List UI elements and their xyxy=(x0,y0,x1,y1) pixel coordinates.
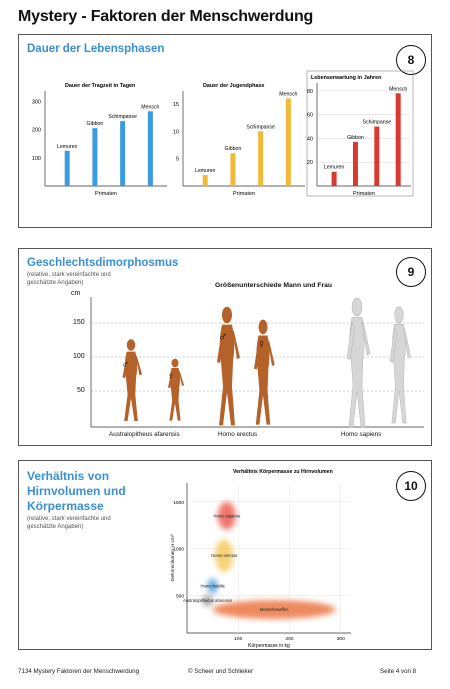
unit-label: cm xyxy=(71,290,81,297)
bar-label: Gibbon xyxy=(347,135,364,141)
tick-100: 100 xyxy=(73,353,85,360)
sapiens-figures xyxy=(346,297,412,428)
card-10-note: (relative, stark vereinfachte und geschä… xyxy=(27,516,111,530)
bar-label: Mensch xyxy=(279,91,297,97)
bar-gibbon xyxy=(352,142,358,186)
bar-label: Schimpanse xyxy=(246,124,275,130)
card-9-title: Geschlechtsdimorphosmus xyxy=(27,257,179,269)
bar-label: Mensch xyxy=(389,86,407,92)
y-tick-label: 60 xyxy=(307,113,313,119)
bar-label: Lemuren xyxy=(195,168,216,174)
bar-lemuren xyxy=(202,175,208,186)
footer-right: Seite 4 von 8 xyxy=(380,668,417,675)
region-australopithecus-afarensis xyxy=(202,595,213,606)
y-tick-label: 20 xyxy=(307,160,313,166)
card-10-title-line1: Verhältnis von xyxy=(27,469,110,483)
footer-center: © Scheer und Schlieker xyxy=(188,668,254,675)
x-tick-label: 200 xyxy=(285,636,293,642)
y-tick-label: 5 xyxy=(176,157,179,163)
y-tick-label: 1000 xyxy=(173,547,184,553)
bar-label: Lemuren xyxy=(324,165,345,171)
scatter-title: Verhältnis Körpermasse zu Hirnvolumen xyxy=(233,469,333,475)
region-homo-sapiens xyxy=(217,501,236,530)
card-9-note: (relative, stark vereinfachte und geschä… xyxy=(27,272,111,286)
species-label-erectus: Homo erectus xyxy=(218,431,258,438)
bar-mensch xyxy=(395,93,401,186)
x-axis-label: Primaten xyxy=(233,191,255,197)
chart-title: Dauer der Tragzeit in Tagen xyxy=(65,83,135,89)
species-label-sapiens: Homo sapiens xyxy=(341,431,382,438)
region-label-menschenaffen: Menschenaffen xyxy=(260,607,289,612)
bar-chart-1: Dauer der Tragzeit in Tagen 100 200 300 Lemu… xyxy=(32,83,167,197)
y-tick-label: 80 xyxy=(307,89,313,95)
card-10-title-line2: Hirnvolumen und xyxy=(27,484,126,498)
erectus-figures xyxy=(217,306,275,426)
bar-mensch xyxy=(285,98,291,186)
bar-schimpanse xyxy=(374,126,380,186)
region-label-homo-habilis: Homo habilis xyxy=(201,584,225,589)
bar-lemuren xyxy=(331,171,337,186)
card-dimorphismus: Geschlechtsdimorphosmus (relative, stark… xyxy=(18,248,432,446)
bar-lemuren xyxy=(64,150,70,186)
female-symbol-erectus: ♀ xyxy=(257,337,266,351)
y-tick-label: 300 xyxy=(32,99,41,105)
y-tick-label: 40 xyxy=(307,136,313,142)
y-tick-label: 100 xyxy=(32,156,41,162)
bar-label: Schimpanse xyxy=(363,120,392,126)
bar-label: Lemuren xyxy=(57,144,78,150)
region-menschenaffen xyxy=(212,600,336,619)
region-label-homo-erectus: Homo erectus xyxy=(211,553,237,558)
card-10-title-line3: Körpermasse xyxy=(27,499,104,513)
card-8-title: Dauer der Lebensphasen xyxy=(27,43,165,55)
bar-label: Gibbon xyxy=(87,121,104,127)
tick-150: 150 xyxy=(73,319,85,326)
y-tick-label: 200 xyxy=(32,128,41,134)
footer-left: 7134 Mystery Faktoren der Menschwerdung xyxy=(18,668,140,675)
region-homo-erectus xyxy=(215,539,234,573)
y-tick-label: 10 xyxy=(173,129,179,135)
bar-label: Mensch xyxy=(141,104,159,110)
bar-mensch xyxy=(147,111,153,186)
chart-title: Dauer der Jugendphase xyxy=(203,83,264,89)
region-label-homo-sapiens: Homo sapiens xyxy=(213,513,240,518)
female-symbol-australopithecus: ♀ xyxy=(167,371,175,382)
bar-label: Schimpanse xyxy=(108,114,137,120)
lebensphasen-charts: Dauer der Tragzeit in Tagen 100 200 300 Lemu… xyxy=(32,70,414,197)
bar-chart-2: Dauer der Jugendphase 5 10 15 Lemuren Gibbon S… xyxy=(173,83,305,197)
region-homo-habilis xyxy=(207,578,218,594)
x-axis-label: Primaten xyxy=(353,191,375,197)
card-8-number-badge: 8 xyxy=(396,45,426,75)
y-tick-label: 500 xyxy=(176,594,184,600)
bar-chart-3: Lebenserwartung in Jahren 20 40 60 80 Lemuren… xyxy=(306,70,414,197)
y-axis-label: Gehirnvolumen in cm³ xyxy=(170,534,176,581)
tick-50: 50 xyxy=(77,387,85,394)
figure-title: Größenunterschiede Mann und Frau xyxy=(215,282,333,289)
x-axis-label: Körpermasse in kg xyxy=(248,643,290,649)
dimorphism-illustration xyxy=(90,297,424,428)
bar-gibbon xyxy=(92,128,98,186)
y-tick-label: 15 xyxy=(173,102,179,108)
x-tick-label: 100 xyxy=(234,636,242,642)
chart-3-frame xyxy=(306,70,414,197)
card-9-number-badge: 9 xyxy=(396,257,426,287)
bar-label: Gibbon xyxy=(225,146,242,152)
bar-gibbon xyxy=(230,153,236,186)
x-tick-label: 300 xyxy=(337,636,345,642)
bar-schimpanse xyxy=(258,131,264,186)
brain-body-chart: Verhältnis Körpermasse zu Hirnvolumen 500… xyxy=(170,469,351,649)
species-label-australopithecus: Australopitheus afarensis xyxy=(109,431,180,438)
card-lebensphasen: Dauer der Lebensphasen 8 Dauer der Tragz… xyxy=(18,34,432,228)
page-title: Mystery - Faktoren der Menschwerdung xyxy=(18,8,314,25)
male-symbol-erectus: ♂ xyxy=(218,329,228,344)
x-axis-label: Primaten xyxy=(95,191,117,197)
card-10-number-badge: 10 xyxy=(396,471,426,501)
chart-title: Lebenserwartung in Jahren xyxy=(311,75,381,81)
australopithecus-figures xyxy=(122,339,185,421)
card-hirnvolumen: Verhältnis von Hirnvolumen und Körpermas… xyxy=(18,460,432,650)
male-symbol-australopithecus: ♂ xyxy=(121,359,130,371)
region-label-australopithecus-afarensis: Australopithecus afarensis xyxy=(183,598,232,603)
y-tick-label: 1500 xyxy=(173,500,184,506)
bar-schimpanse xyxy=(120,121,126,186)
